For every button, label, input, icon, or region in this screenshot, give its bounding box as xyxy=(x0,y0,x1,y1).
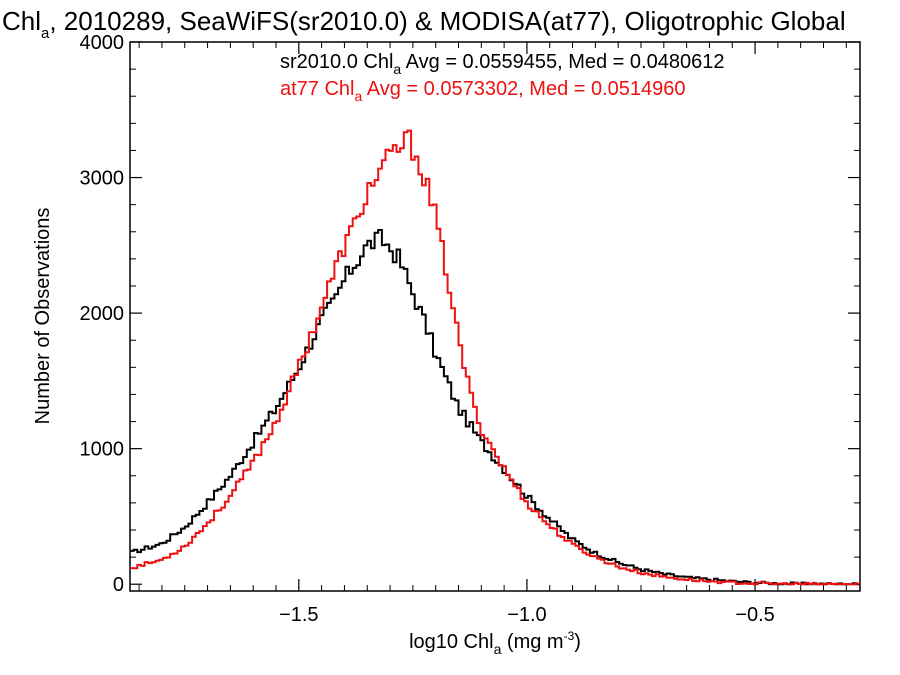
x-tick-label: −1.5 xyxy=(279,604,318,626)
x-tick-label: −0.5 xyxy=(735,604,774,626)
y-tick-label: 4000 xyxy=(80,32,125,54)
y-tick-label: 1000 xyxy=(80,439,125,461)
chart-title: Chla, 2010289, SeaWiFS(sr2010.0) & MODIS… xyxy=(2,6,846,42)
annotation-at77: at77 Chla Avg = 0.0573302, Med = 0.05149… xyxy=(280,78,686,104)
y-tick-label: 2000 xyxy=(80,303,125,325)
y-axis-title: Number of Observations xyxy=(32,208,54,425)
axis-ticks: −1.5 −1.0 −0.5 0 1000 2000 3000 4000 xyxy=(80,32,860,626)
x-axis-title: log10 Chla (mg m-3) xyxy=(409,629,581,657)
x-tick-label: −1.0 xyxy=(507,604,546,626)
y-tick-label: 0 xyxy=(113,574,124,596)
annotation-sr2010: sr2010.0 Chla Avg = 0.0559455, Med = 0.0… xyxy=(280,51,724,77)
series-layer xyxy=(130,129,860,586)
y-tick-label: 3000 xyxy=(80,168,125,190)
plot-frame xyxy=(129,41,861,592)
series-sr2010-line xyxy=(130,229,860,586)
series-at77-line xyxy=(130,129,860,586)
